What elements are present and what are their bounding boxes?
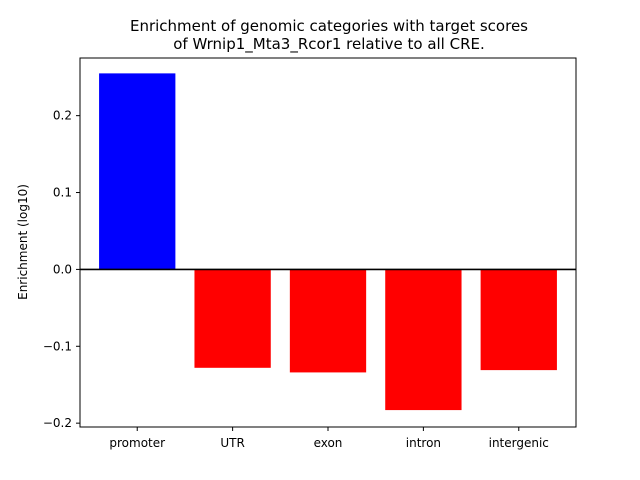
bar-intron	[385, 269, 462, 411]
bar-UTR	[194, 269, 271, 368]
plot-frame	[79, 57, 577, 428]
bar-intergenic	[480, 269, 557, 371]
chart-title-line-1: Enrichment of genomic categories with ta…	[130, 17, 528, 35]
y-tick-label-2: 0.0	[53, 262, 72, 276]
y-tick-label-1: −0.1	[43, 339, 72, 353]
y-tick-label-4: 0.2	[53, 109, 72, 123]
y-axis-label: Enrichment (log10)	[16, 184, 30, 300]
x-tick-label-promoter: promoter	[109, 436, 165, 450]
y-tick-label-3: 0.1	[53, 186, 72, 200]
chart-title-line-2: of Wrnip1_Mta3_Rcor1 relative to all CRE…	[173, 35, 485, 54]
y-axis-ticks: −0.2 −0.1 0.0 0.1 0.2	[43, 109, 80, 430]
x-tick-label-intron: intron	[406, 436, 441, 450]
bar-promoter	[99, 73, 176, 270]
x-tick-label-exon: exon	[314, 436, 343, 450]
bars-group	[99, 73, 557, 411]
x-tick-label-intergenic: intergenic	[489, 436, 549, 450]
y-tick-label-0: −0.2	[43, 416, 72, 430]
x-tick-label-UTR: UTR	[220, 436, 244, 450]
bar-exon	[289, 269, 367, 373]
x-axis-ticks: promoter UTR exon intron intergenic	[109, 427, 549, 450]
